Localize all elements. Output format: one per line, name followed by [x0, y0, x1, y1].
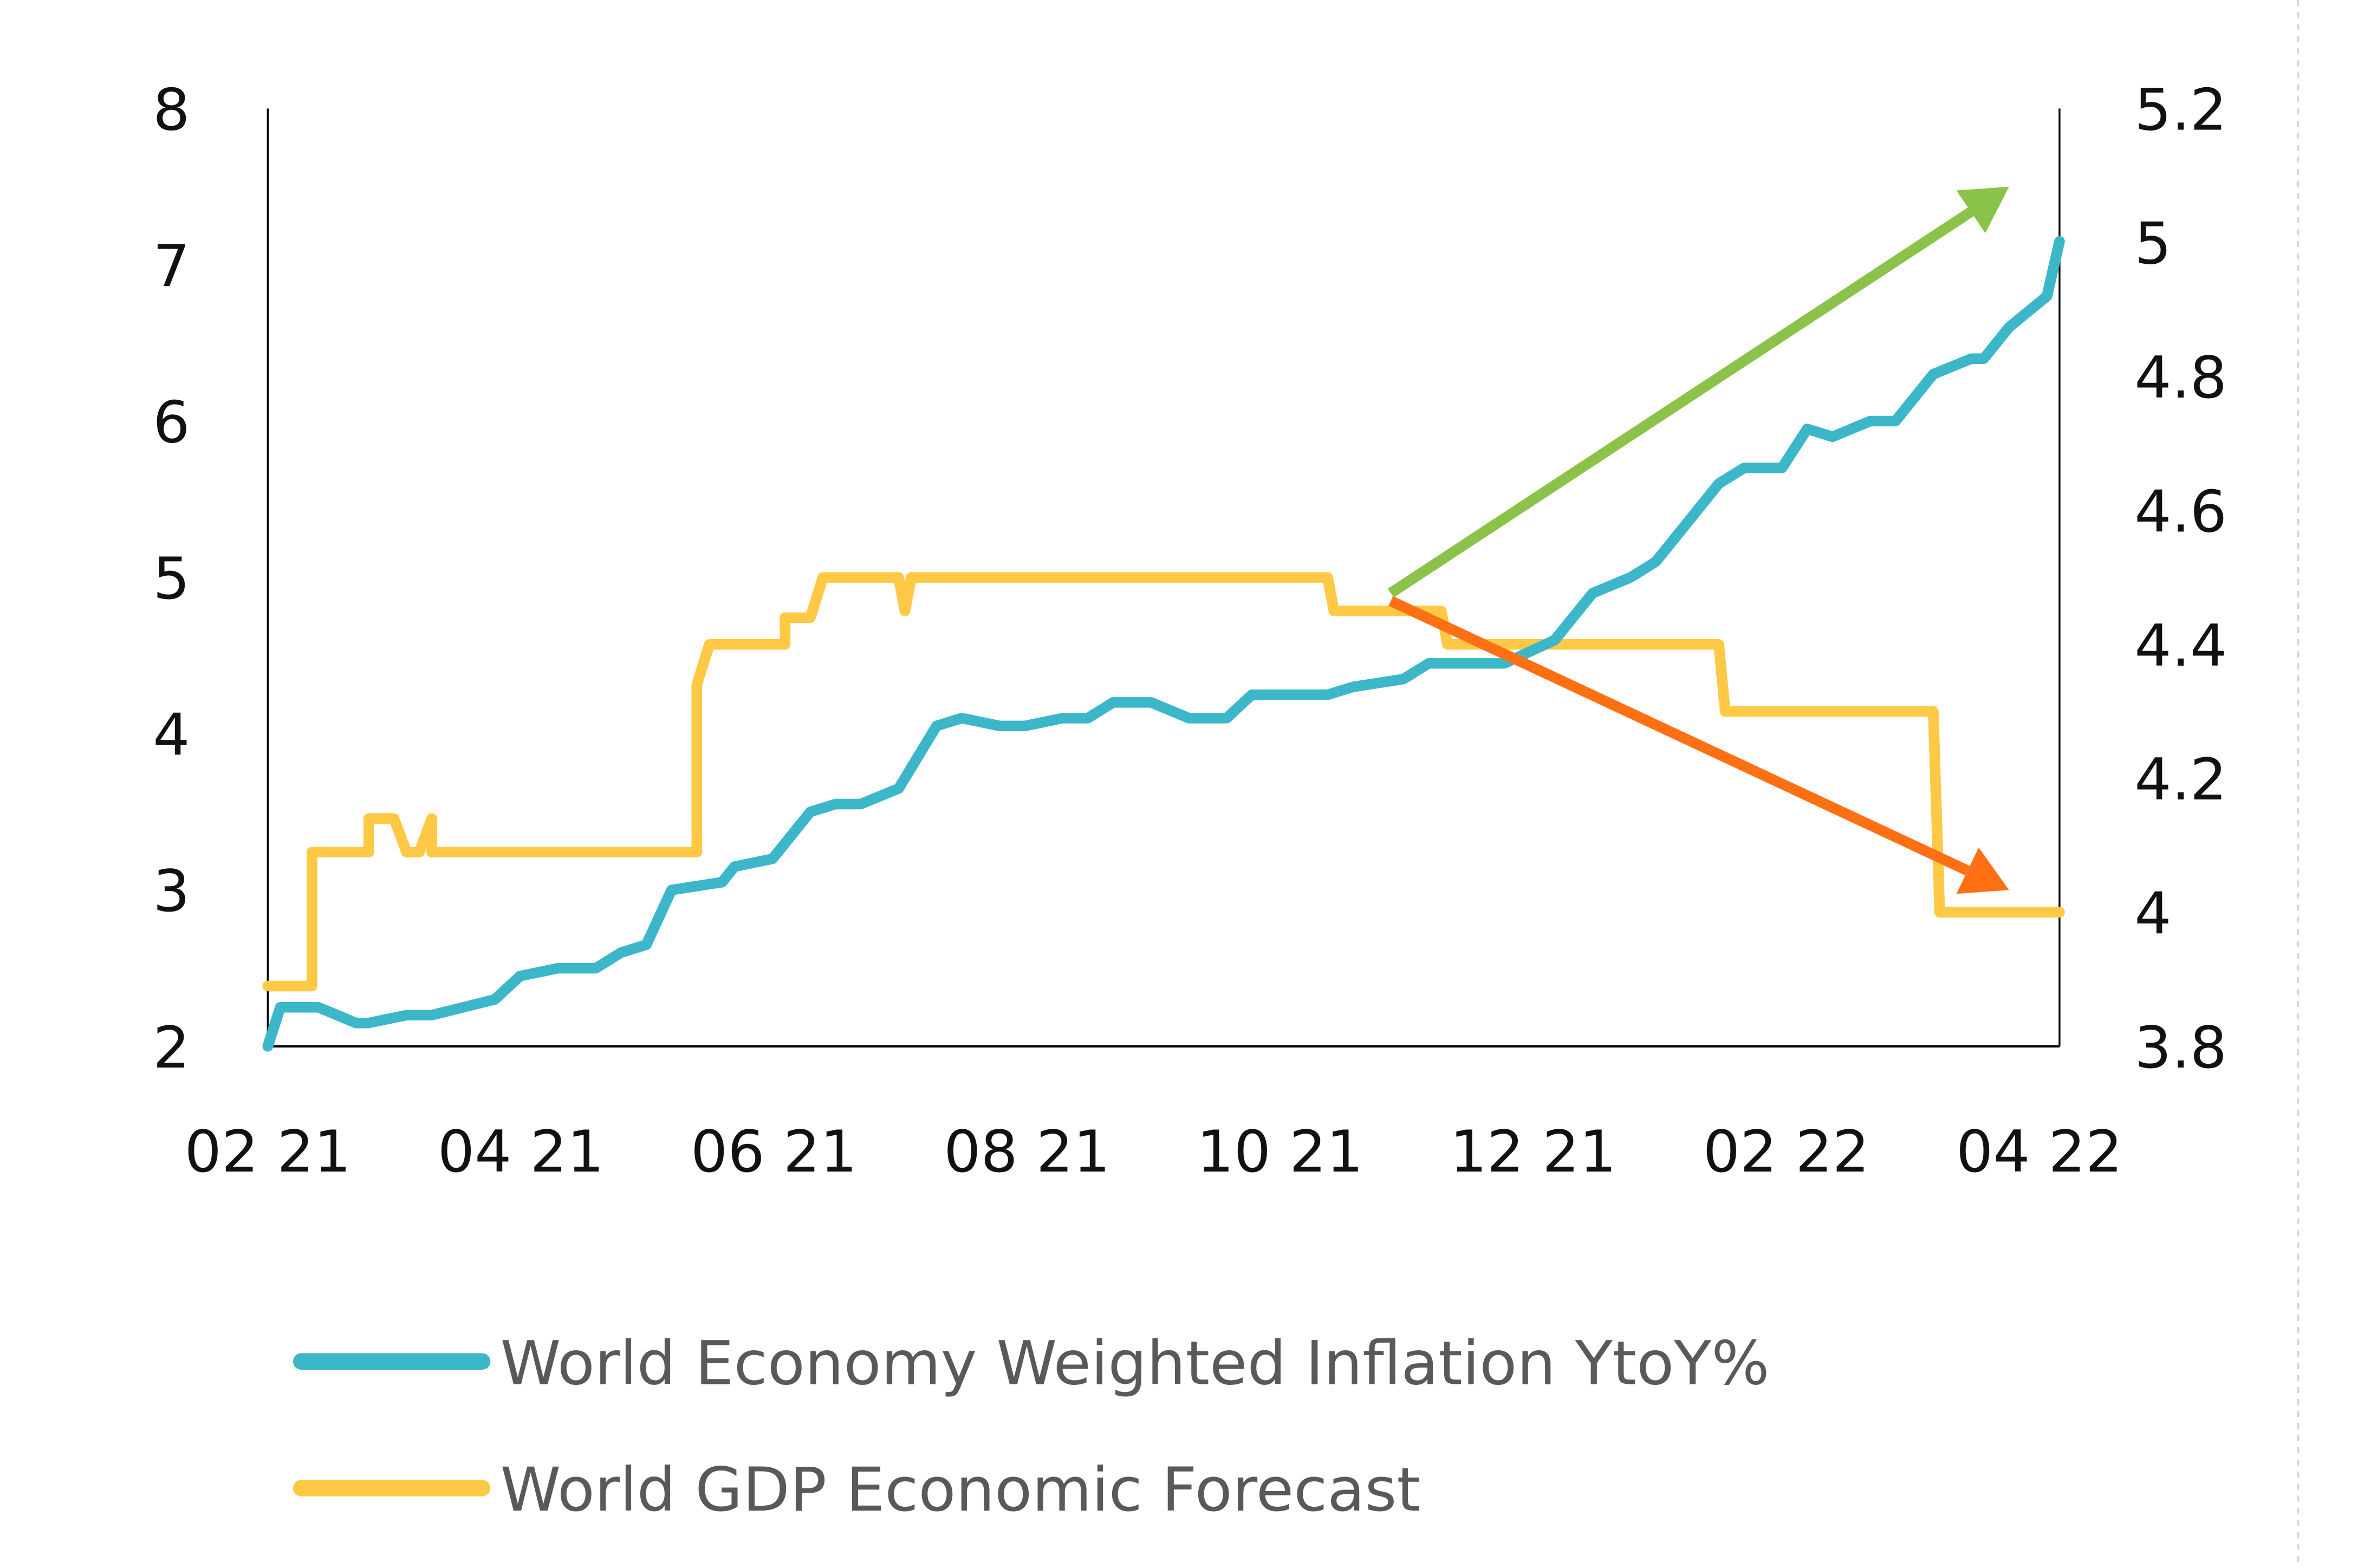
data-point	[709, 644, 710, 645]
data-point	[1466, 663, 1467, 664]
data-point	[444, 852, 445, 853]
x-tick-label: 02 21	[185, 1119, 351, 1186]
x-tick-label: 02 22	[1703, 1119, 1869, 1186]
right-tick-label: 3.8	[2134, 1015, 2227, 1082]
right-tick-label: 4.2	[2134, 747, 2227, 814]
annotation-layer	[1387, 186, 2009, 894]
right-tick-label: 5	[2134, 211, 2171, 277]
data-point	[1138, 702, 1139, 703]
series-line-inflation	[262, 236, 2065, 1052]
right-tick-label: 4.8	[2134, 345, 2227, 412]
data-point	[911, 577, 912, 578]
data-point	[519, 975, 521, 977]
trend-arrow-up	[1387, 207, 1974, 598]
legend: World Economy Weighted Inflation YtoY% W…	[293, 1329, 1770, 1525]
left-axis-ticks: 2 3 4 5 6 7 8	[153, 77, 190, 1082]
data-point	[1151, 702, 1152, 703]
left-tick-label: 6	[153, 389, 190, 456]
left-tick-label: 7	[153, 233, 190, 300]
legend-label-inflation: World Economy Weighted Inflation YtoY%	[501, 1329, 1770, 1398]
data-point	[835, 577, 836, 578]
data-point	[406, 1014, 407, 1016]
trend-arrow-down	[1388, 596, 1970, 876]
left-tick-label: 5	[153, 546, 190, 613]
right-tick-label: 4.4	[2134, 613, 2227, 680]
legend-item-inflation[interactable]: World Economy Weighted Inflation YtoY%	[293, 1329, 1770, 1398]
series-layer	[262, 236, 2065, 1052]
x-tick-label: 06 21	[691, 1119, 857, 1186]
data-point	[1226, 718, 1227, 719]
series-line-gdp-forecast	[262, 572, 2065, 992]
data-point	[406, 852, 407, 853]
data-point	[1428, 663, 1429, 664]
data-point	[368, 818, 369, 819]
data-point	[772, 858, 773, 859]
data-point	[1504, 663, 1505, 664]
right-tick-label: 4.6	[2134, 479, 2227, 545]
left-tick-label: 8	[153, 77, 190, 144]
data-point	[1933, 711, 1934, 712]
x-tick-label: 10 21	[1197, 1119, 1363, 1186]
data-point	[1062, 718, 1063, 719]
data-point	[810, 617, 811, 618]
left-tick-label: 4	[153, 702, 190, 769]
legend-label-gdp: World GDP Economic Forecast	[501, 1455, 1421, 1525]
data-point	[368, 852, 369, 853]
legend-item-gdp[interactable]: World GDP Economic Forecast	[293, 1455, 1421, 1525]
data-point	[1807, 428, 1808, 430]
x-tick-label: 04 22	[1956, 1119, 2122, 1186]
left-tick-label: 3	[153, 858, 190, 925]
right-tick-label: 5.2	[2134, 77, 2227, 144]
data-point	[1113, 702, 1114, 703]
data-point	[1447, 644, 1448, 645]
arrowhead-up-icon	[1956, 186, 2009, 233]
data-point	[419, 852, 420, 853]
data-point	[311, 852, 313, 853]
arrowhead-down-icon	[1956, 847, 2009, 894]
right-axis-ticks: 3.8 4 4.2 4.4 4.6 4.8 5 5.2	[2134, 77, 2227, 1082]
left-tick-label: 2	[153, 1015, 190, 1082]
x-tick-label: 04 21	[438, 1119, 604, 1186]
x-tick-label: 08 21	[944, 1119, 1110, 1186]
x-tick-label: 12 21	[1450, 1119, 1616, 1186]
data-point	[1933, 374, 1934, 375]
right-tick-label: 4	[2134, 881, 2171, 947]
data-point	[1939, 912, 1940, 913]
x-axis-ticks: 02 21 04 21 06 21 08 21 10 21 12 21 02 22 04 22	[185, 1119, 2123, 1186]
